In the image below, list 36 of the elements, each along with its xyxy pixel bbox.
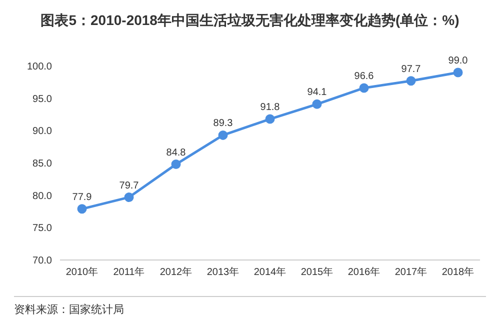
point xyxy=(453,68,463,78)
y-tick-label: 75.0 xyxy=(32,223,52,234)
data-label: 77.9 xyxy=(72,192,92,203)
data-label: 91.8 xyxy=(260,102,280,114)
x-tick-label: 2016年 xyxy=(348,266,380,278)
data-label: 97.7 xyxy=(401,64,422,75)
data-label: 79.7 xyxy=(119,180,140,192)
y-tick-label: 70.0 xyxy=(32,256,52,267)
x-tick-label: 2012年 xyxy=(160,266,192,278)
x-tick-label: 2013年 xyxy=(206,266,240,278)
data-label: 94.1 xyxy=(307,87,328,98)
x-tick-label: 2017年 xyxy=(394,266,428,278)
point xyxy=(77,204,87,214)
y-tick-label: 85.0 xyxy=(32,158,52,170)
point xyxy=(406,76,416,86)
y-tick-label: 95.0 xyxy=(32,94,52,105)
point xyxy=(218,130,228,140)
point xyxy=(124,192,134,202)
text: 资料来源：国家统计局 xyxy=(14,302,125,317)
data-label: 89.3 xyxy=(213,118,234,130)
x-tick-label: 2011年 xyxy=(113,266,145,278)
point xyxy=(265,114,275,124)
x-tick-label: 2010年 xyxy=(66,266,98,278)
data-label: 96.6 xyxy=(354,70,374,82)
data-label: 84.8 xyxy=(166,147,186,158)
y-tick-label: 90.0 xyxy=(32,126,52,138)
y-tick-label: 80.0 xyxy=(32,190,52,202)
point xyxy=(171,160,181,170)
chart-title: 图表5：2010-2018年中国生活垃圾无害化处理率变化趋势(单位：%) xyxy=(40,11,460,30)
x-tick-label: 2015年 xyxy=(300,266,334,278)
x-tick-label: 2018年 xyxy=(442,266,474,278)
data-label: 99.0 xyxy=(448,55,468,66)
y-tick-label: 100.0 xyxy=(26,62,52,73)
x-tick-label: 2014年 xyxy=(254,266,286,278)
point xyxy=(359,83,369,93)
point xyxy=(312,99,322,109)
